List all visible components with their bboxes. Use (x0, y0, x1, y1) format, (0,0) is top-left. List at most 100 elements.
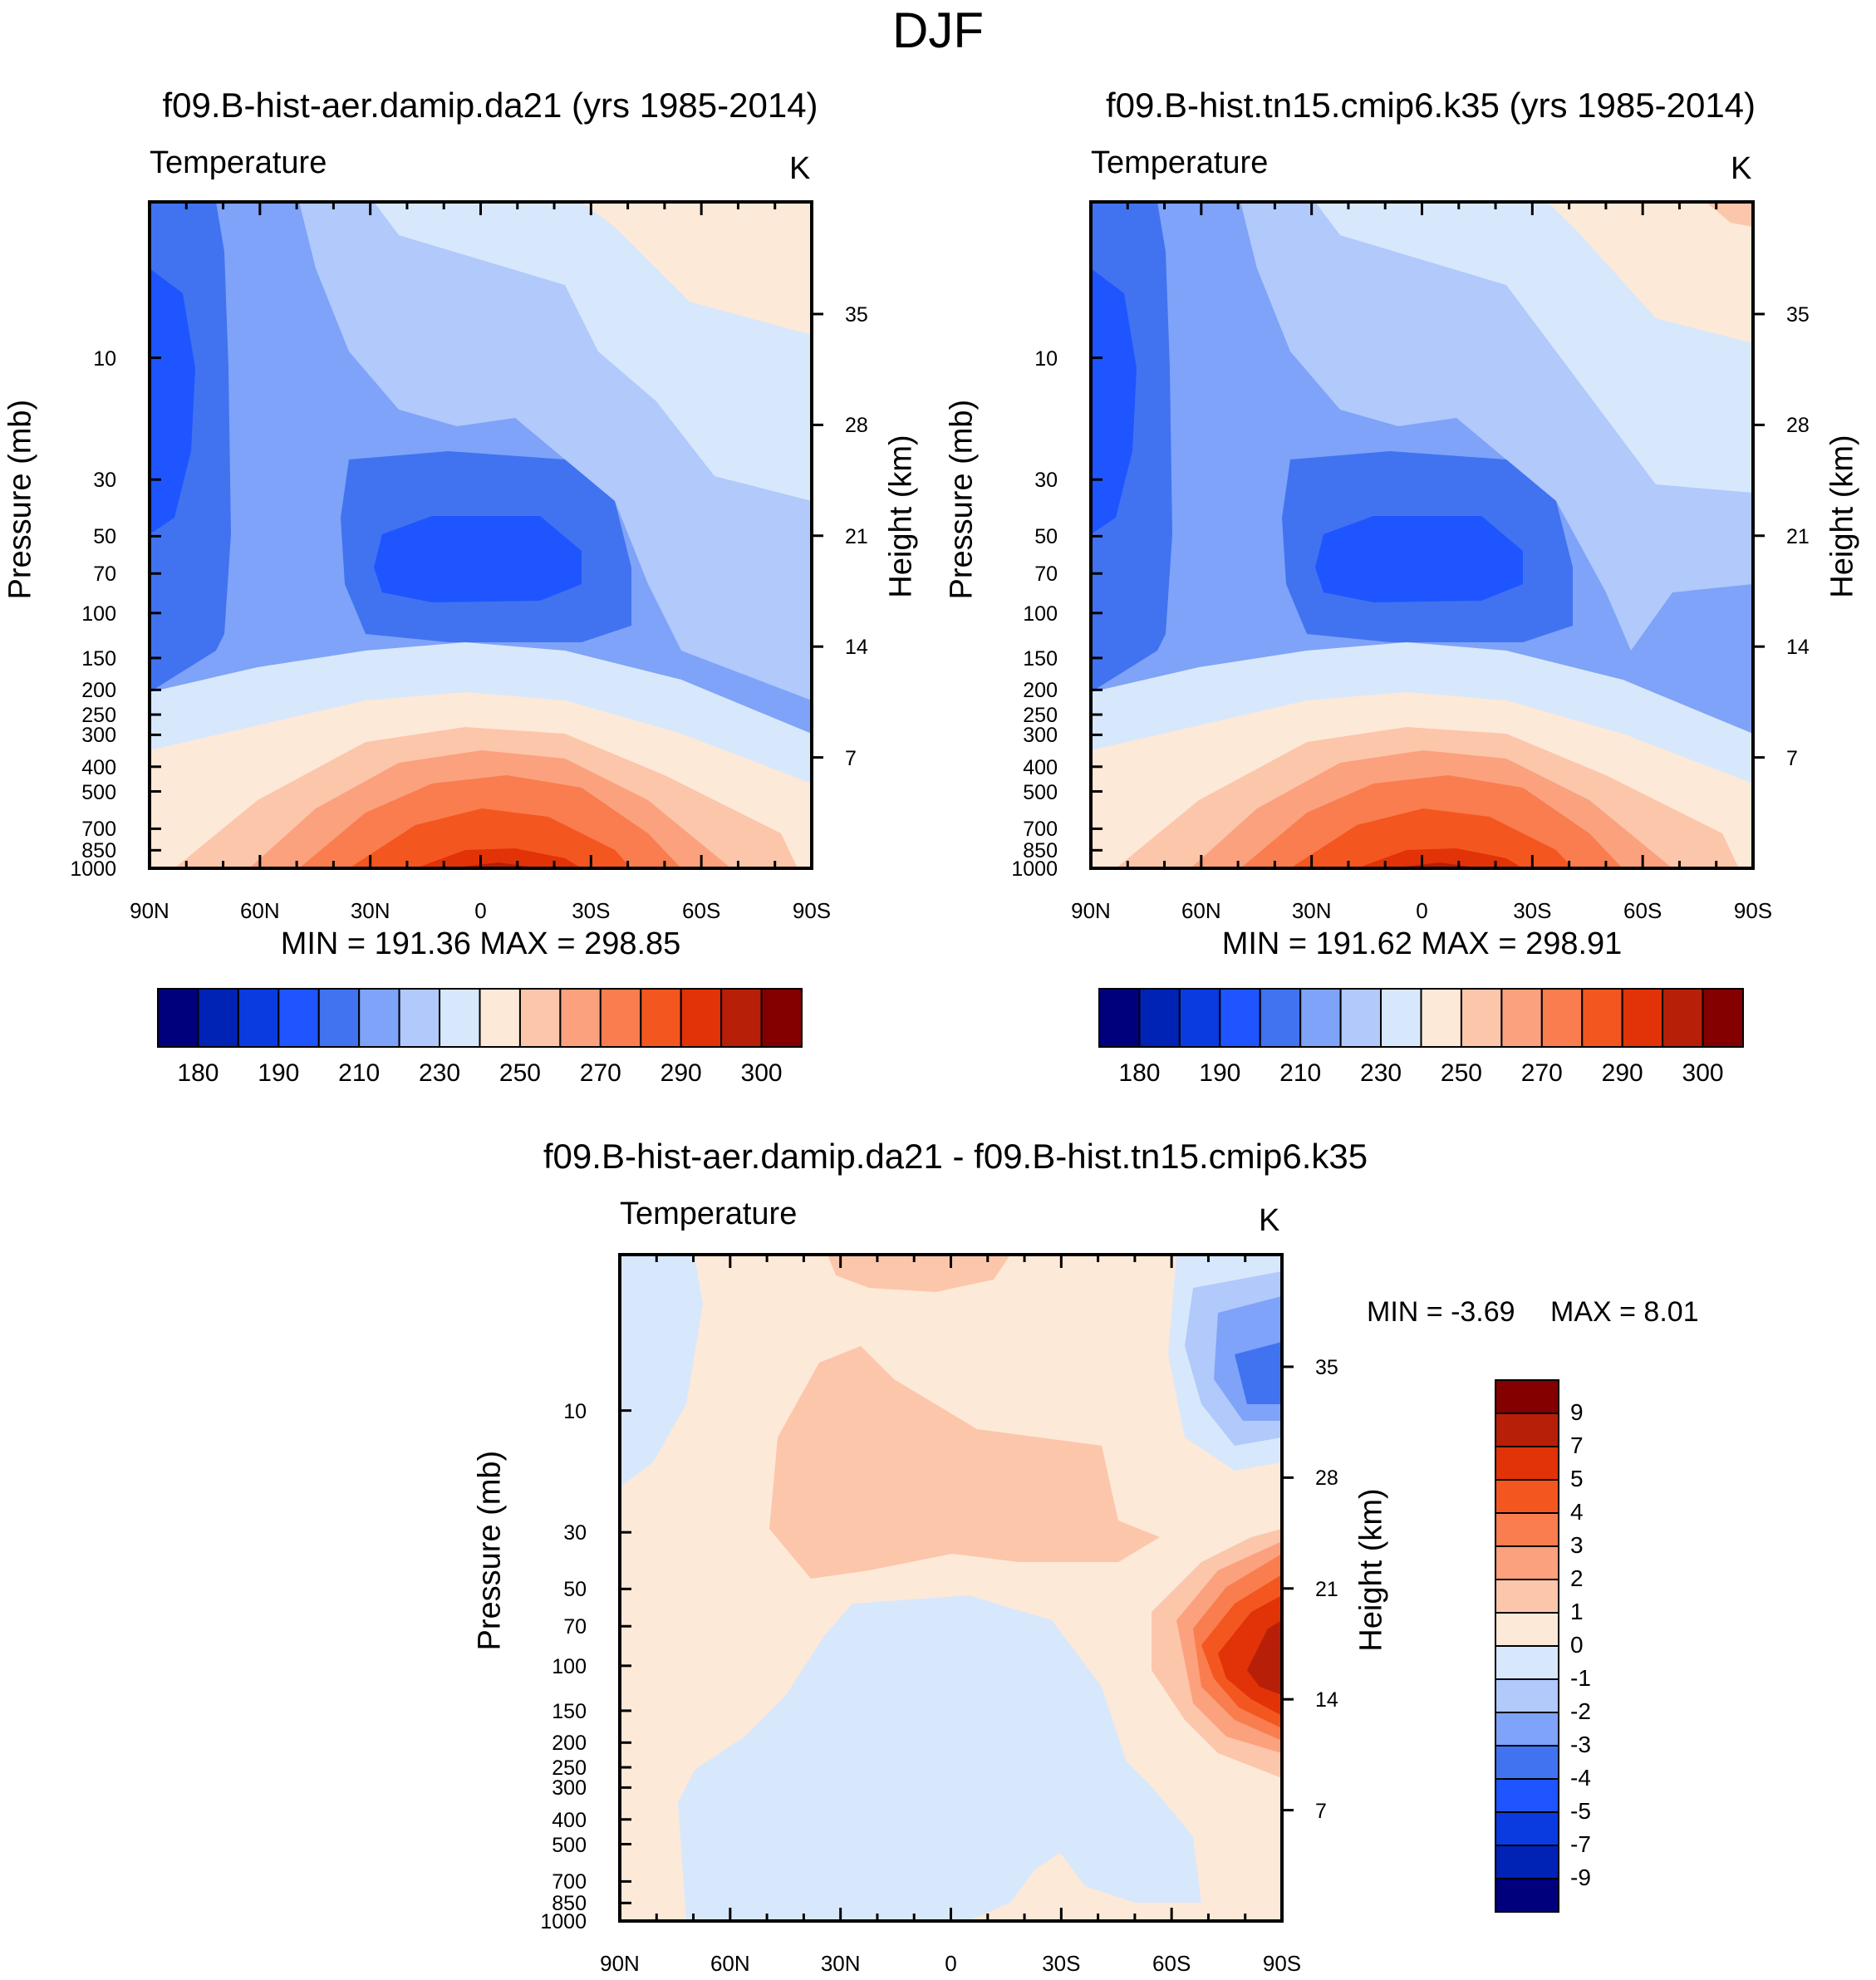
y-tick-label: 500 (81, 780, 116, 804)
colorbar-label: -7 (1570, 1831, 1591, 1857)
colorbar-swatch (1495, 1745, 1559, 1780)
y2-tick-label: 35 (845, 302, 868, 327)
y-tick-label: 70 (563, 1615, 587, 1639)
colorbar-label: 290 (660, 1059, 702, 1087)
colorbar-swatch (1495, 1479, 1559, 1514)
colorbar-swatch (1495, 1845, 1559, 1879)
y-tick-label: 300 (1023, 724, 1058, 748)
y2-tick-label: 21 (845, 524, 868, 548)
colorbar-label: 230 (419, 1059, 461, 1087)
colorbar-label: 190 (1199, 1059, 1241, 1087)
y-tick-label: 200 (1023, 679, 1058, 703)
x-tick-label: 60S (1152, 1951, 1191, 1977)
x-tick-label: 60S (682, 898, 721, 924)
panel-2-title: f09.B-hist.tn15.cmip6.k35 (yrs 1985-2014… (1105, 86, 1756, 125)
colorbar-swatch (1500, 988, 1543, 1048)
y2-tick-label: 21 (1786, 524, 1810, 548)
colorbar-label: -4 (1570, 1765, 1591, 1791)
colorbar-swatch (1495, 1878, 1559, 1913)
colorbar-swatch (559, 988, 602, 1048)
colorbar-swatch (760, 988, 803, 1048)
colorbar-swatch (1495, 1446, 1559, 1481)
panel-3-ylabel-left: Pressure (mb) (472, 1450, 508, 1651)
panel-1-colorbar-labels: 180 190 210 230 250 270 290 300 (158, 1059, 802, 1093)
colorbar-swatch (1495, 1612, 1559, 1647)
figure-title: DJF (892, 2, 984, 58)
y-tick-label: 300 (552, 1776, 587, 1801)
colorbar-swatch (1495, 1413, 1559, 1447)
colorbar-swatch (1581, 988, 1623, 1048)
panel-3-variable-label: Temperature (620, 1196, 798, 1231)
colorbar-label: 300 (1682, 1059, 1724, 1087)
y-tick-label: 30 (1034, 469, 1058, 493)
x-tick-label: 90N (1071, 898, 1111, 924)
colorbar-label: 7 (1570, 1432, 1584, 1458)
colorbar-label: 250 (498, 1059, 541, 1087)
colorbar-label: 250 (1440, 1059, 1482, 1087)
y-tick-label: 400 (81, 755, 116, 779)
y-tick-label: 400 (552, 1808, 587, 1832)
x-tick-label: 0 (945, 1951, 957, 1977)
colorbar-swatch (1495, 1512, 1559, 1547)
colorbar-label: 1 (1570, 1599, 1584, 1624)
y2-tick-label: 28 (845, 414, 868, 438)
x-tick-label: 30N (350, 898, 390, 924)
panel-1-contours (150, 202, 812, 868)
panel-3-contour-field (620, 1255, 1282, 1921)
colorbar-swatch (1495, 1545, 1559, 1580)
y2-tick-label: 7 (845, 746, 857, 770)
y-tick-label: 500 (1023, 780, 1058, 804)
colorbar-swatch (1495, 1778, 1559, 1813)
colorbar-swatch (1540, 988, 1584, 1048)
y-tick-label: 100 (552, 1654, 587, 1678)
colorbar-label: 5 (1570, 1466, 1584, 1491)
panel-2-minmax: MIN = 191.62 MAX = 298.91 (1221, 926, 1623, 961)
x-tick-label: 30S (572, 898, 611, 924)
colorbar-label: -1 (1570, 1665, 1591, 1691)
y-tick-label: 1000 (1011, 857, 1058, 881)
y2-tick-label: 14 (845, 636, 868, 660)
panel-1-minmax: MIN = 191.36 MAX = 298.85 (280, 926, 681, 961)
colorbar-label: 2 (1570, 1565, 1584, 1591)
colorbar-swatch (277, 988, 320, 1048)
panel-1-title: f09.B-hist-aer.damip.da21 (yrs 1985-2014… (162, 86, 818, 125)
colorbar-label: 230 (1360, 1059, 1402, 1087)
panel-2-contours (1091, 202, 1753, 868)
panel-1-colorbar (157, 988, 803, 1048)
panel-3-units: K (1259, 1203, 1280, 1238)
y-tick-label: 100 (1023, 602, 1058, 626)
y2-tick-label: 14 (1786, 636, 1810, 660)
x-tick-label: 0 (474, 898, 487, 924)
y-tick-label: 150 (1023, 646, 1058, 671)
panel-3-min: MIN = -3.69 (1367, 1296, 1515, 1328)
colorbar-label: -5 (1570, 1798, 1591, 1824)
colorbar-label: -3 (1570, 1732, 1591, 1757)
y-tick-label: 700 (81, 818, 116, 842)
panel-1-contour-field (150, 202, 812, 868)
y-tick-label: 1000 (540, 1910, 587, 1933)
y-tick-label: 250 (552, 1756, 587, 1781)
y-tick-label: 200 (552, 1732, 587, 1756)
x-tick-label: 30S (1042, 1951, 1081, 1977)
colorbar-swatch (599, 988, 642, 1048)
colorbar-swatch (720, 988, 763, 1048)
colorbar-swatch (1495, 1678, 1559, 1713)
y-tick-label: 850 (552, 1892, 587, 1916)
colorbar-label: 210 (1279, 1059, 1322, 1087)
colorbar-swatch (237, 988, 280, 1048)
colorbar-label: 0 (1570, 1632, 1584, 1658)
x-tick-label: 60S (1623, 898, 1662, 924)
x-tick-label: 90S (1262, 1951, 1302, 1977)
y-tick-label: 150 (552, 1699, 587, 1723)
x-tick-label: 0 (1416, 898, 1428, 924)
y-tick-label: 10 (563, 1399, 587, 1423)
y-tick-label: 200 (81, 679, 116, 703)
x-tick-label: 30S (1513, 898, 1552, 924)
y-tick-label: 70 (93, 563, 116, 587)
colorbar-label: 4 (1570, 1499, 1584, 1525)
colorbar-swatch (1495, 1379, 1559, 1414)
colorbar-label: 290 (1601, 1059, 1643, 1087)
colorbar-label: -9 (1570, 1865, 1591, 1890)
